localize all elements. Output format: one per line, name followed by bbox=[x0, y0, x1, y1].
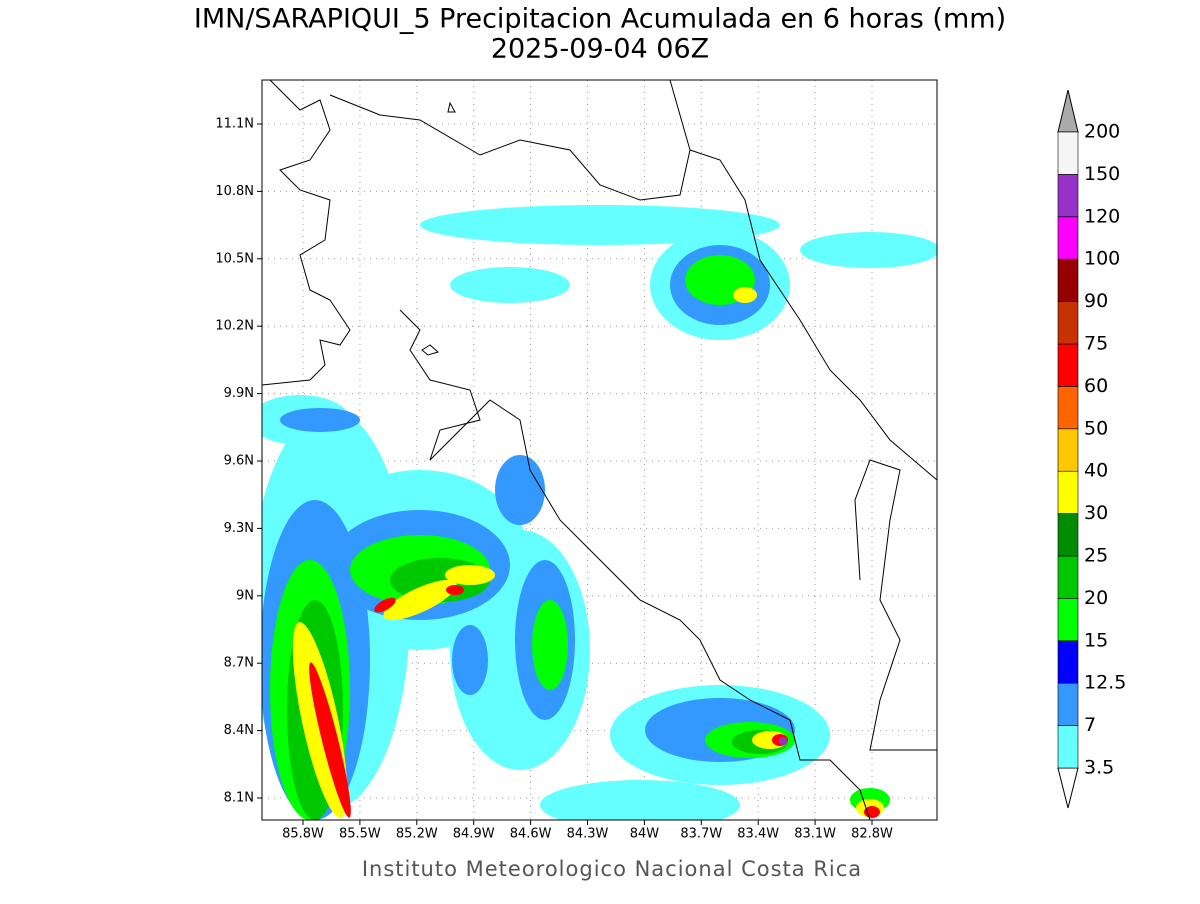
colorbar-segment bbox=[1057, 386, 1079, 430]
colorbar-segment bbox=[1057, 725, 1079, 769]
colorbar-label: 3.5 bbox=[1084, 757, 1114, 779]
colorbar-segment bbox=[1057, 428, 1079, 472]
colorbar-label: 25 bbox=[1084, 545, 1108, 567]
colorbar-segment bbox=[1057, 598, 1079, 642]
precipitation-field bbox=[262, 205, 937, 820]
colorbar-segment bbox=[1057, 174, 1079, 218]
lat-tick-label: 9N bbox=[236, 588, 254, 603]
colorbar-label: 15 bbox=[1084, 629, 1108, 651]
under-triangle bbox=[1057, 767, 1079, 809]
lon-tick-label: 82.8W bbox=[851, 827, 893, 842]
over-triangle bbox=[1057, 89, 1079, 133]
title: IMN/SARAPIQUI_5 Precipitacion Acumulada … bbox=[194, 4, 1006, 35]
colorbar-segment bbox=[1057, 131, 1079, 175]
colorbar-label: 120 bbox=[1084, 205, 1120, 227]
colorbar-segment bbox=[1057, 470, 1079, 514]
colorbar-segment bbox=[1057, 216, 1079, 260]
colorbar-label: 12.5 bbox=[1084, 672, 1126, 694]
colorbar-label: 200 bbox=[1084, 121, 1120, 143]
plot-frame bbox=[261, 79, 938, 821]
lat-tick-label: 9.9N bbox=[224, 386, 254, 401]
colorbar-label: 20 bbox=[1084, 587, 1108, 609]
lat-tick-label: 8.4N bbox=[224, 723, 254, 738]
lon-tick-label: 83.1W bbox=[794, 827, 836, 842]
colorbar-label: 40 bbox=[1084, 460, 1108, 482]
colorbar-segment bbox=[1057, 343, 1079, 387]
lat-tick-label: 9.3N bbox=[224, 521, 254, 536]
lon-tick-label: 85.8W bbox=[282, 827, 324, 842]
colorbar-label: 90 bbox=[1084, 290, 1108, 312]
colorbar-label: 30 bbox=[1084, 502, 1108, 524]
lat-tick-label: 8.1N bbox=[224, 791, 254, 806]
lon-tick-label: 85.5W bbox=[339, 827, 381, 842]
colorbar-segment bbox=[1057, 513, 1079, 557]
lat-tick-label: 8.7N bbox=[224, 656, 254, 671]
colorbar-segment bbox=[1057, 682, 1079, 726]
colorbar-segment bbox=[1057, 640, 1079, 684]
footer: Instituto Meteorologico Nacional Costa R… bbox=[362, 857, 862, 881]
colorbar-segment bbox=[1057, 555, 1079, 599]
colorbar: 3.5 7 12.5 15 20 25 30 40 50 60 75 90 100 120 150 200 bbox=[1057, 89, 1126, 809]
lon-tick-label: 85.2W bbox=[396, 827, 438, 842]
colorbar-label: 50 bbox=[1084, 417, 1108, 439]
colorbar-segment bbox=[1057, 301, 1079, 345]
lat-tick-label: 9.6N bbox=[224, 454, 254, 469]
subtitle: 2025-09-04 06Z bbox=[491, 34, 709, 65]
lat-tick-label: 11.1N bbox=[215, 117, 254, 132]
lon-tick-label: 83.4W bbox=[737, 827, 779, 842]
lon-tick-label: 84.9W bbox=[453, 827, 495, 842]
colorbar-label: 100 bbox=[1084, 248, 1120, 270]
lat-tick-label: 10.5N bbox=[215, 251, 254, 266]
lon-tick-label: 84.3W bbox=[567, 827, 609, 842]
lon-tick-label: 84.6W bbox=[510, 827, 552, 842]
coastline bbox=[262, 80, 937, 820]
colorbar-label: 75 bbox=[1084, 333, 1108, 355]
lat-tick-label: 10.2N bbox=[215, 319, 254, 334]
colorbar-segment bbox=[1057, 258, 1079, 302]
colorbar-label: 7 bbox=[1084, 714, 1096, 736]
colorbar-label: 60 bbox=[1084, 375, 1108, 397]
grid: 85.8W 85.5W 85.2W 84.9W 84.6W 84.3W 84W 83.7W 83… bbox=[215, 80, 937, 842]
colorbar-label: 150 bbox=[1084, 163, 1120, 185]
lon-tick-label: 83.7W bbox=[680, 827, 722, 842]
lon-tick-label: 84W bbox=[630, 827, 660, 842]
lat-tick-label: 10.8N bbox=[215, 184, 254, 199]
